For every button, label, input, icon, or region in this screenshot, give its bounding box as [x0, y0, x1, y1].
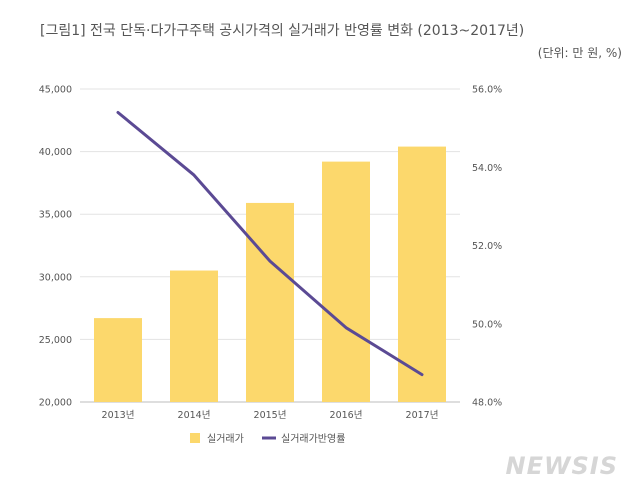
x-tick-label: 2015년 [254, 410, 287, 421]
x-tick-label: 2014년 [178, 410, 211, 421]
left-tick-label: 20,000 [39, 398, 72, 409]
x-tick-label: 2016년 [330, 410, 363, 421]
left-axis: 20,000 25,000 30,000 35,000 40,000 45,000 [39, 85, 72, 409]
bar [398, 146, 446, 402]
x-tick-label: 2017년 [406, 410, 439, 421]
bar-series [94, 146, 446, 402]
legend-bar-swatch [190, 433, 200, 443]
left-tick-label: 40,000 [39, 147, 72, 158]
left-tick-label: 25,000 [39, 335, 72, 346]
legend-line-label: 실거래가반영률 [281, 433, 345, 445]
chart-title: [그림1] 전국 단독·다가구주택 공시가격의 실거래가 반영률 변화 (201… [40, 23, 525, 39]
bar [94, 318, 142, 402]
left-tick-label: 35,000 [39, 210, 72, 221]
x-axis: 2013년 2014년 2015년 2016년 2017년 [102, 410, 439, 421]
legend-bar-label: 실거래가 [207, 433, 244, 445]
right-tick-label: 54.0% [472, 163, 502, 174]
right-tick-label: 56.0% [472, 85, 502, 96]
legend: 실거래가 실거래가반영률 [190, 433, 345, 445]
line-path [116, 110, 424, 377]
bar [170, 270, 218, 402]
left-tick-label: 45,000 [39, 85, 72, 96]
right-axis: 48.0% 50.0% 52.0% 54.0% 56.0% [472, 85, 502, 409]
right-tick-label: 48.0% [472, 398, 502, 409]
bar [246, 202, 294, 402]
left-tick-label: 30,000 [39, 272, 72, 283]
newsis-watermark: NEWSIS [505, 452, 618, 480]
bar [322, 161, 370, 402]
right-tick-label: 52.0% [472, 241, 502, 252]
right-tick-label: 50.0% [472, 319, 502, 330]
unit-note: (단위: 만 원, %) [537, 46, 622, 60]
x-tick-label: 2013년 [102, 410, 135, 421]
line-series [116, 110, 424, 377]
